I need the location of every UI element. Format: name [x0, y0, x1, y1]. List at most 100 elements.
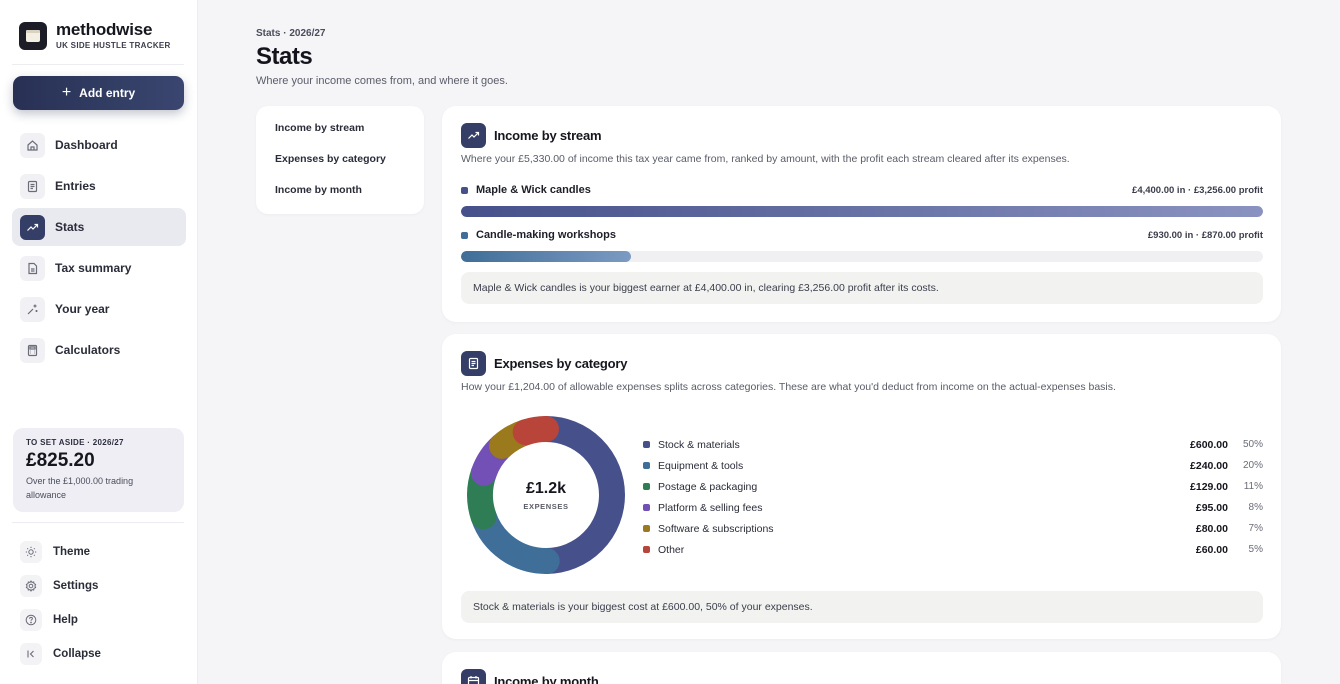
- stream-bar-fill: [461, 206, 1263, 217]
- help-label: Help: [53, 614, 78, 626]
- brand[interactable]: methodwise UK SIDE HUSTLE TRACKER: [19, 21, 171, 50]
- sidebar-item-label: Entries: [55, 179, 96, 193]
- plus-icon: +: [61, 84, 72, 101]
- card-title: Income by stream: [494, 128, 602, 143]
- brand-logo-icon: [19, 21, 47, 50]
- expenses-by-category-card: Expenses by category How your £1,204.00 …: [442, 334, 1281, 639]
- expenses-legend: Stock & materials £600.00 50% Equipment …: [643, 434, 1263, 560]
- add-entry-label: Add entry: [79, 86, 136, 100]
- legend-percent: 5%: [1248, 544, 1263, 555]
- legend-name: Other: [658, 543, 685, 556]
- expenses-insight: Stock & materials is your biggest cost a…: [461, 591, 1263, 623]
- donut-total: £1.2k: [525, 479, 567, 497]
- card-description: Where your £5,330.00 of income this tax …: [461, 153, 1070, 165]
- legend-name: Postage & packaging: [658, 480, 758, 493]
- stream-meta: £930.00 in · £870.00 profit: [1147, 229, 1263, 241]
- stream-bar-track: [461, 251, 1263, 262]
- receipt-icon: [461, 351, 486, 376]
- legend-swatch: [643, 546, 650, 553]
- stream-bar-fill: [461, 251, 631, 262]
- home-icon: [20, 132, 45, 158]
- brand-name: methodwise: [56, 20, 153, 39]
- divider: [12, 522, 184, 523]
- card-title: Expenses by category: [494, 356, 628, 371]
- section-link-income-by-stream[interactable]: Income by stream: [275, 122, 365, 134]
- legend-name: Stock & materials: [658, 438, 740, 451]
- sidebar-item-label: Your year: [55, 302, 110, 316]
- legend-row: Postage & packaging £129.00 11%: [643, 476, 1263, 497]
- section-link-income-by-month[interactable]: Income by month: [275, 184, 362, 196]
- sidebar-item-entries[interactable]: Entries: [12, 167, 186, 205]
- sidebar-item-label: Dashboard: [55, 138, 118, 152]
- stream-item[interactable]: Maple & Wick candles £4,400.00 in · £3,2…: [461, 183, 1263, 217]
- settings-label: Settings: [53, 580, 99, 592]
- set-aside-card: TO SET ASIDE · 2026/27 £825.20 Over the …: [13, 428, 184, 512]
- card-description: How your £1,204.00 of allowable expenses…: [461, 381, 1116, 393]
- gear-icon: [20, 575, 42, 597]
- legend-swatch: [643, 504, 650, 511]
- legend-amount: £60.00: [1195, 543, 1228, 556]
- legend-amount: £80.00: [1195, 522, 1228, 535]
- legend-percent: 8%: [1248, 502, 1263, 513]
- legend-name: Platform & selling fees: [658, 501, 763, 514]
- legend-row: Stock & materials £600.00 50%: [643, 434, 1263, 455]
- card-title: Income by month: [494, 674, 599, 684]
- stream-name: Maple & Wick candles: [476, 184, 591, 196]
- sidebar-item-calculators[interactable]: Calculators: [12, 331, 186, 369]
- legend-amount: £600.00: [1190, 438, 1228, 451]
- legend-amount: £95.00: [1195, 501, 1228, 514]
- income-by-stream-card: Income by stream Where your £5,330.00 of…: [442, 106, 1281, 322]
- stats-section-nav: Income by stream Expenses by category In…: [256, 106, 424, 214]
- help-icon: [20, 609, 42, 631]
- legend-swatch: [643, 462, 650, 469]
- sidebar-item-tax-summary[interactable]: Tax summary: [12, 249, 186, 287]
- legend-percent: 7%: [1248, 523, 1263, 534]
- expenses-donut-chart: £1.2k EXPENSES: [461, 410, 631, 580]
- sidebar-item-stats[interactable]: Stats: [12, 208, 186, 246]
- theme-button[interactable]: Theme: [12, 535, 186, 569]
- page-title: Stats: [256, 43, 313, 70]
- brand-tagline: UK SIDE HUSTLE TRACKER: [56, 41, 171, 50]
- sun-icon: [20, 541, 42, 563]
- section-link-expenses-by-category[interactable]: Expenses by category: [275, 153, 386, 165]
- collapse-button[interactable]: Collapse: [12, 637, 186, 671]
- sidebar-item-your-year[interactable]: Your year: [12, 290, 186, 328]
- calendar-icon: [461, 669, 486, 684]
- stream-name: Candle-making workshops: [476, 229, 616, 241]
- donut-slice-6[interactable]: [512, 416, 559, 446]
- theme-label: Theme: [53, 546, 91, 558]
- income-by-month-card: Income by month: [442, 652, 1281, 684]
- donut-svg: [467, 416, 625, 574]
- sparkle-icon: [20, 296, 45, 322]
- trend-icon: [20, 214, 45, 240]
- collapse-label: Collapse: [53, 648, 101, 660]
- set-aside-note: Over the £1,000.00 trading allowance: [26, 476, 134, 500]
- legend-swatch: [643, 525, 650, 532]
- legend-row: Platform & selling fees £95.00 8%: [643, 497, 1263, 518]
- page-subtitle: Where your income comes from, and where …: [256, 75, 508, 87]
- sidebar: methodwise UK SIDE HUSTLE TRACKER + Add …: [0, 0, 198, 684]
- sidebar-item-label: Calculators: [55, 343, 121, 357]
- main-nav: Dashboard Entries Stats Tax summary Your…: [12, 126, 186, 372]
- legend-row: Software & subscriptions £80.00 7%: [643, 518, 1263, 539]
- income-insight: Maple & Wick candles is your biggest ear…: [461, 272, 1263, 304]
- legend-swatch: [643, 441, 650, 448]
- donut-slice-1[interactable]: [533, 416, 625, 574]
- stream-color-dot: [461, 186, 468, 194]
- settings-button[interactable]: Settings: [12, 569, 186, 603]
- help-button[interactable]: Help: [12, 603, 186, 637]
- stream-bar-track: [461, 206, 1263, 217]
- legend-name: Equipment & tools: [658, 459, 744, 472]
- sidebar-item-dashboard[interactable]: Dashboard: [12, 126, 186, 164]
- stream-item[interactable]: Candle-making workshops £930.00 in · £87…: [461, 228, 1263, 262]
- add-entry-button[interactable]: + Add entry: [13, 76, 184, 110]
- legend-row: Equipment & tools £240.00 20%: [643, 455, 1263, 476]
- list-icon: [20, 173, 45, 199]
- divider: [12, 64, 184, 65]
- bottom-nav: Theme Settings Help Collapse: [12, 535, 186, 671]
- stream-color-dot: [461, 231, 468, 239]
- donut-label: EXPENSES: [523, 501, 569, 511]
- sidebar-item-label: Stats: [55, 220, 85, 234]
- legend-percent: 20%: [1242, 460, 1263, 471]
- calculator-icon: [20, 337, 45, 363]
